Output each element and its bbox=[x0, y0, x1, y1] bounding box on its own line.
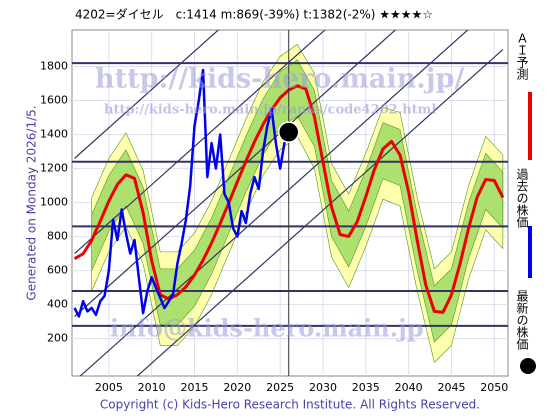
y-tick-label: 1600 bbox=[40, 94, 68, 107]
x-tick-label: 2050 bbox=[480, 381, 508, 394]
legend-label: 過去の株価 bbox=[515, 168, 529, 228]
x-tick-label: 2025 bbox=[266, 381, 294, 394]
watermark: info@kids-hero.main.jp bbox=[110, 314, 424, 343]
x-tick-label: 2005 bbox=[95, 381, 123, 394]
x-tick-label: 2030 bbox=[309, 381, 337, 394]
watermark: http://kids-hero.main.jp/ bbox=[95, 64, 464, 95]
y-tick-label: 400 bbox=[47, 298, 68, 311]
forecast-band bbox=[91, 59, 504, 343]
legend-label: 最新の株価 bbox=[515, 290, 529, 350]
latest-point bbox=[277, 121, 300, 143]
copyright: Copyright (c) Kids-Hero Research Institu… bbox=[100, 398, 480, 412]
x-tick-label: 2045 bbox=[437, 381, 465, 394]
x-tick-label: 2040 bbox=[395, 381, 423, 394]
y-tick-label: 800 bbox=[47, 230, 68, 243]
y-tick-label: 200 bbox=[47, 332, 68, 345]
generated-note: Generated on Monday 2026/1/5. bbox=[25, 105, 39, 300]
x-tick-label: 2035 bbox=[352, 381, 380, 394]
y-tick-label: 1400 bbox=[40, 128, 68, 141]
plot bbox=[72, 30, 508, 376]
legend-swatch bbox=[520, 358, 536, 374]
x-tick-label: 2010 bbox=[138, 381, 166, 394]
y-tick-label: 1000 bbox=[40, 196, 68, 209]
watermark: http://kids-hero.main.jp/ranks/code4202.… bbox=[104, 103, 436, 118]
x-tick-label: 2020 bbox=[223, 381, 251, 394]
y-tick-label: 600 bbox=[47, 264, 68, 277]
x-tick-label: 2015 bbox=[180, 381, 208, 394]
legend-label: ＡＩ予測 bbox=[515, 32, 529, 80]
y-tick-label: 1200 bbox=[40, 162, 68, 175]
y-tick-label: 1800 bbox=[40, 60, 68, 73]
series-line bbox=[73, 68, 290, 318]
trend-line bbox=[74, 30, 220, 159]
chart-title: 4202=ダイセル c:1414 m:869(-39%) t:1382(-2%)… bbox=[75, 7, 433, 22]
